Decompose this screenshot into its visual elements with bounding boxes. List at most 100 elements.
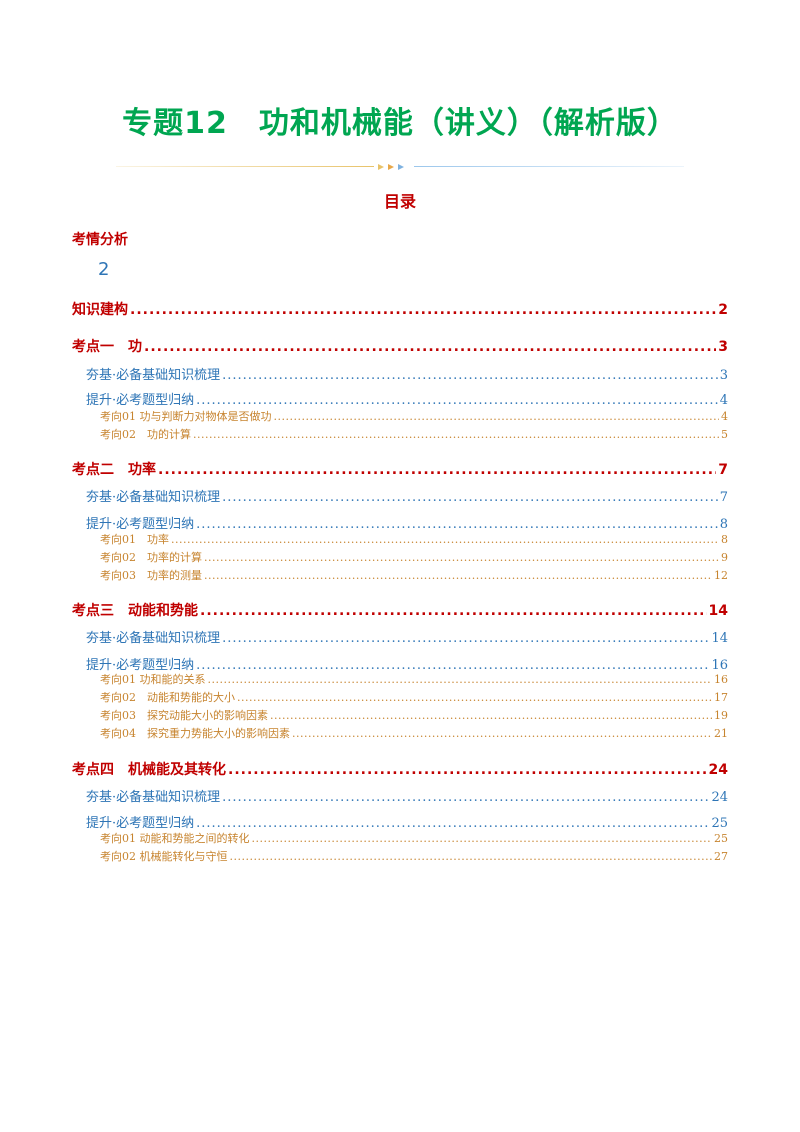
toc-leader-dots [222, 368, 718, 383]
toc-leader-dots [274, 410, 720, 423]
toc-entry-label: 考向02 动能和势能的大小 [100, 691, 235, 704]
toc-entry-page: 4 [719, 393, 728, 408]
toc-entry-page: 25 [714, 832, 728, 845]
toc-entry-label: 提升·必考题型归纳 [86, 658, 195, 673]
toc-entry-label: 提升·必考题型归纳 [86, 816, 195, 831]
toc-entry-label: 考向02 机械能转化与守恒 [100, 850, 228, 863]
toc-leader-dots [204, 551, 719, 564]
toc-analysis-page[interactable]: 2 [98, 259, 110, 280]
divider-line-left [116, 166, 374, 167]
toc-entry-page: 17 [714, 691, 728, 704]
toc-entry-page: 8 [719, 517, 728, 532]
toc-leader-dots [193, 428, 719, 441]
toc-entry-topic-2-basics[interactable]: 夯基·必备基础知识梳理 7 [86, 486, 728, 505]
toc-entry-page: 2 [718, 302, 728, 318]
toc-leader-dots [252, 832, 713, 845]
toc-leader-dots [230, 850, 713, 863]
toc-entry-topic-1-direction-1[interactable]: 考向01 功与判断力对物体是否做功 4 [100, 408, 728, 424]
toc-entry-topic-4[interactable]: 考点四 机械能及其转化 24 [72, 759, 728, 779]
toc-entry-knowledge-structure[interactable]: 知识建构 2 [72, 299, 728, 319]
toc-entry-page: 24 [711, 790, 728, 805]
toc-leader-dots [196, 393, 718, 408]
toc-leader-dots [222, 631, 709, 646]
toc-entry-label: 考点四 机械能及其转化 [72, 762, 226, 778]
title-divider [116, 164, 684, 170]
toc-analysis-label[interactable]: 考情分析 [72, 232, 128, 248]
toc-leader-dots [196, 816, 709, 831]
toc-entry-label: 考向02 功率的计算 [100, 551, 202, 564]
divider-arrow-icon [398, 164, 404, 170]
toc-entry-topic-1[interactable]: 考点一 功 3 [72, 336, 728, 356]
toc-heading: 目录 [383, 192, 416, 211]
toc-entry-topic-3-basics[interactable]: 夯基·必备基础知识梳理 14 [86, 627, 728, 646]
toc-entry-page: 4 [721, 410, 728, 423]
toc-entry-topic-4-direction-2[interactable]: 考向02 机械能转化与守恒 27 [100, 848, 728, 864]
toc-entry-topic-4-direction-1[interactable]: 考向01 动能和势能之间的转化 25 [100, 830, 728, 846]
toc-entry-topic-2-direction-2[interactable]: 考向02 功率的计算 9 [100, 549, 728, 565]
toc-entry-label: 考向03 探究动能大小的影响因素 [100, 709, 268, 722]
toc-entry-page: 12 [714, 569, 728, 582]
divider-arrow-icon [378, 164, 384, 170]
toc-leader-dots [222, 790, 709, 805]
toc-entry-topic-1-direction-2[interactable]: 考向02 功的计算 5 [100, 426, 728, 442]
toc-leader-dots [292, 727, 712, 740]
toc-leader-dots [158, 462, 716, 478]
toc-entry-page: 5 [721, 428, 728, 441]
toc-entry-page: 7 [718, 462, 728, 478]
toc-entry-topic-2[interactable]: 考点二 功率 7 [72, 459, 728, 479]
toc-entry-label: 考向01 功和能的关系 [100, 673, 206, 686]
toc-entry-topic-3[interactable]: 考点三 动能和势能 14 [72, 600, 728, 620]
toc-entry-label: 考向04 探究重力势能大小的影响因素 [100, 727, 290, 740]
toc-entry-label: 考向01 功与判断力对物体是否做功 [100, 410, 272, 423]
toc-entry-topic-3-direction-2[interactable]: 考向02 动能和势能的大小 17 [100, 689, 728, 705]
toc-leader-dots [196, 517, 718, 532]
toc-entry-label: 考点一 功 [72, 339, 142, 355]
toc-leader-dots [144, 339, 716, 355]
toc-entry-topic-3-direction-4[interactable]: 考向04 探究重力势能大小的影响因素 21 [100, 725, 728, 741]
toc-entry-label: 考向03 功率的测量 [100, 569, 202, 582]
document-title: 专题12 功和机械能（讲义）（解析版） [122, 106, 678, 141]
toc-entry-label: 夯基·必备基础知识梳理 [86, 490, 221, 505]
toc-entry-page: 14 [711, 631, 728, 646]
toc-entry-page: 7 [719, 490, 728, 505]
toc-entry-page: 8 [721, 533, 728, 546]
divider-arrow-icon [388, 164, 394, 170]
toc-entry-page: 3 [718, 339, 728, 355]
toc-leader-dots [237, 691, 712, 704]
toc-entry-label: 考点三 动能和势能 [72, 603, 198, 619]
toc-entry-page: 27 [714, 850, 728, 863]
toc-entry-topic-2-question-types[interactable]: 提升·必考题型归纳 8 [86, 513, 728, 532]
toc-entry-topic-4-question-types[interactable]: 提升·必考题型归纳 25 [86, 812, 728, 831]
toc-entry-label: 考点二 功率 [72, 462, 156, 478]
toc-entry-topic-1-basics[interactable]: 夯基·必备基础知识梳理 3 [86, 364, 728, 383]
toc-leader-dots [208, 673, 713, 686]
toc-entry-topic-4-basics[interactable]: 夯基·必备基础知识梳理 24 [86, 786, 728, 805]
toc-entry-label: 考向01 功率 [100, 533, 169, 546]
divider-line-right [414, 166, 684, 167]
toc-entry-label: 夯基·必备基础知识梳理 [86, 790, 221, 805]
toc-entry-topic-2-direction-3[interactable]: 考向03 功率的测量 12 [100, 567, 728, 583]
toc-entry-label: 知识建构 [72, 302, 128, 318]
toc-leader-dots [270, 709, 712, 722]
toc-entry-page: 3 [719, 368, 728, 383]
toc-leader-dots [222, 490, 718, 505]
toc-entry-topic-2-direction-1[interactable]: 考向01 功率 8 [100, 531, 728, 547]
toc-entry-page: 24 [708, 762, 728, 778]
toc-entry-label: 夯基·必备基础知识梳理 [86, 631, 221, 646]
toc-leader-dots [130, 302, 716, 318]
toc-entry-topic-3-direction-3[interactable]: 考向03 探究动能大小的影响因素 19 [100, 707, 728, 723]
toc-entry-topic-3-direction-1[interactable]: 考向01 功和能的关系 16 [100, 671, 728, 687]
toc-leader-dots [171, 533, 719, 546]
toc-entry-label: 考向02 功的计算 [100, 428, 191, 441]
toc-entry-page: 14 [708, 603, 728, 619]
toc-entry-page: 16 [711, 658, 728, 673]
toc-entry-topic-1-question-types[interactable]: 提升·必考题型归纳 4 [86, 389, 728, 408]
toc-entry-page: 9 [721, 551, 728, 564]
toc-leader-dots [204, 569, 712, 582]
toc-entry-topic-3-question-types[interactable]: 提升·必考题型归纳 16 [86, 654, 728, 673]
toc-entry-label: 提升·必考题型归纳 [86, 393, 195, 408]
toc-entry-label: 夯基·必备基础知识梳理 [86, 368, 221, 383]
toc-entry-page: 21 [714, 727, 728, 740]
toc-entry-page: 25 [711, 816, 728, 831]
toc-entry-label: 考向01 动能和势能之间的转化 [100, 832, 250, 845]
